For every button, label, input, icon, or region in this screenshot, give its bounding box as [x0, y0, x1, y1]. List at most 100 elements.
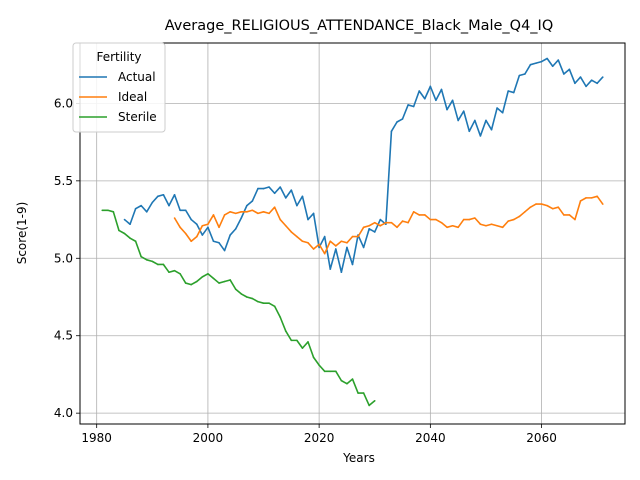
y-axis: 4.0 4.5 5.0 5.5 6.0 — [54, 96, 80, 420]
data-point-ideal — [284, 224, 287, 227]
data-point-ideal — [290, 231, 293, 233]
data-point-actual — [179, 209, 181, 212]
data-point-actual — [323, 235, 326, 238]
data-point-ideal — [507, 220, 510, 222]
data-point-sterile — [329, 370, 332, 373]
data-point-actual — [496, 107, 498, 109]
data-point-ideal — [312, 248, 315, 250]
data-point-ideal — [501, 226, 504, 229]
data-point-ideal — [563, 214, 565, 216]
data-point-ideal — [512, 218, 515, 221]
data-point-sterile — [251, 297, 254, 300]
data-point-sterile — [318, 364, 320, 366]
y-tick-label: 6.0 — [54, 96, 73, 110]
data-point-ideal — [535, 203, 537, 205]
data-point-ideal — [218, 226, 220, 229]
data-point-ideal — [201, 224, 204, 227]
data-point-ideal — [590, 197, 593, 199]
data-point-actual — [346, 246, 348, 249]
data-point-sterile — [184, 282, 187, 284]
data-point-actual — [551, 65, 554, 68]
legend-entry-actual: Actual — [79, 70, 156, 84]
series-ideal — [173, 195, 604, 255]
data-point-actual — [301, 195, 304, 198]
data-point-actual — [195, 223, 198, 226]
data-point-actual — [462, 110, 465, 112]
data-point-actual — [351, 263, 354, 266]
data-point-actual — [373, 231, 376, 233]
data-point-actual — [507, 90, 510, 92]
data-point-sterile — [362, 392, 365, 394]
data-point-actual — [273, 192, 276, 195]
data-point-actual — [490, 128, 493, 131]
data-point-actual — [279, 186, 282, 188]
data-point-ideal — [273, 206, 276, 208]
data-point-actual — [262, 187, 265, 190]
data-point-actual — [440, 88, 443, 91]
data-point-ideal — [323, 252, 326, 255]
data-point-actual — [268, 186, 270, 188]
data-point-actual — [601, 76, 604, 78]
data-point-ideal — [251, 209, 254, 212]
data-point-actual — [157, 195, 159, 198]
data-point-ideal — [440, 221, 443, 224]
x-tick-label: 2060 — [526, 431, 557, 445]
data-point-sterile — [168, 271, 170, 274]
data-point-ideal — [529, 206, 532, 208]
data-point-sterile — [307, 341, 309, 343]
plot-frame — [79, 42, 626, 425]
data-point-actual — [512, 91, 515, 94]
data-point-sterile — [101, 209, 104, 212]
x-tick-label: 1980 — [81, 431, 112, 445]
data-point-sterile — [223, 280, 226, 283]
data-point-sterile — [284, 330, 287, 332]
data-point-sterile — [218, 282, 220, 284]
data-point-actual — [212, 240, 215, 243]
data-point-actual — [162, 193, 165, 196]
data-point-actual — [134, 207, 137, 210]
data-point-sterile — [351, 378, 354, 380]
data-point-ideal — [574, 218, 576, 221]
data-point-ideal — [246, 211, 248, 213]
data-point-actual — [468, 130, 471, 133]
data-point-actual — [485, 119, 487, 122]
data-point-sterile — [335, 370, 337, 373]
y-tick-label: 5.5 — [54, 174, 73, 188]
data-point-ideal — [601, 203, 604, 205]
data-point-sterile — [246, 296, 248, 298]
legend-entry-ideal: Ideal — [79, 90, 147, 104]
data-point-actual — [474, 119, 476, 122]
data-point-sterile — [112, 211, 115, 213]
data-point-sterile — [312, 356, 315, 359]
data-point-sterile — [140, 255, 142, 258]
data-point-actual — [568, 68, 571, 71]
data-point-ideal — [212, 214, 215, 216]
data-point-actual — [418, 90, 421, 92]
data-point-actual — [257, 187, 259, 190]
data-point-sterile — [323, 370, 326, 373]
data-point-ideal — [457, 226, 459, 229]
data-point-actual — [429, 85, 432, 88]
y-tick-label: 4.0 — [54, 406, 73, 420]
data-point-sterile — [201, 276, 204, 278]
x-axis: 1980 2000 2020 2040 2060 — [81, 424, 557, 445]
data-point-sterile — [173, 269, 176, 272]
legend-title: Fertility — [96, 50, 141, 64]
data-point-ideal — [451, 224, 454, 227]
data-point-ideal — [407, 221, 409, 224]
data-point-ideal — [335, 245, 337, 247]
data-point-sterile — [373, 399, 376, 402]
data-point-actual — [501, 111, 504, 114]
data-point-actual — [407, 104, 409, 106]
data-point-ideal — [368, 224, 370, 227]
data-point-sterile — [357, 392, 359, 394]
data-point-ideal — [418, 214, 421, 216]
data-point-sterile — [162, 263, 165, 266]
data-point-sterile — [107, 209, 109, 212]
data-point-ideal — [207, 223, 209, 226]
data-point-ideal — [373, 221, 376, 224]
data-point-actual — [546, 57, 548, 60]
data-point-ideal — [412, 211, 415, 213]
series-sterile — [101, 209, 376, 407]
data-point-actual — [318, 246, 320, 249]
